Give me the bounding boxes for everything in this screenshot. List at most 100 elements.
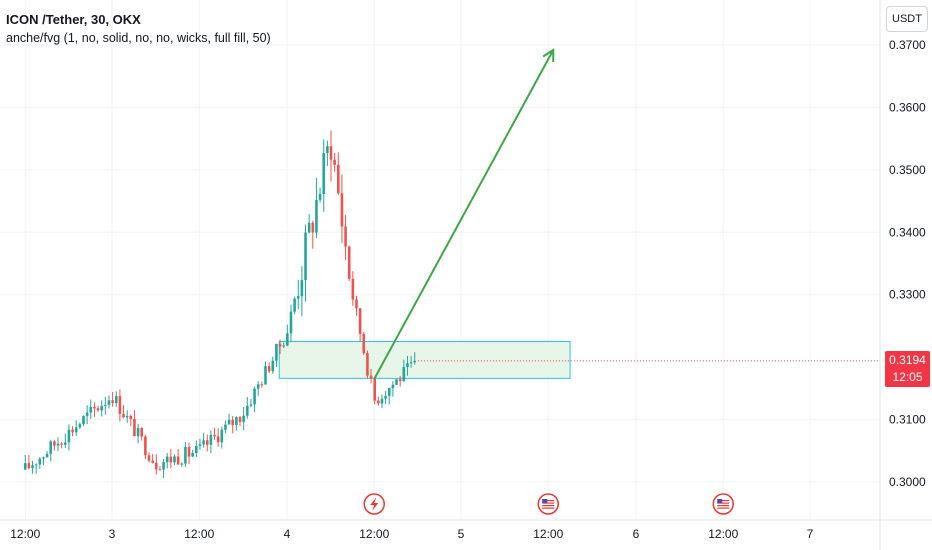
candle-body [104, 404, 107, 407]
candle-body [242, 415, 245, 422]
candle-body [74, 427, 78, 433]
fvg-zone[interactable] [278, 341, 571, 379]
candle-body [373, 378, 376, 401]
candle-body [144, 436, 147, 456]
currency-button[interactable]: USDT [886, 6, 928, 32]
bar-countdown: 12:05 [892, 370, 923, 384]
candle-body [358, 308, 362, 334]
candle-body [413, 360, 417, 363]
candle-body [202, 440, 205, 445]
symbol-title[interactable]: ICON /Tether, 30, OKX [6, 12, 141, 27]
projection-arrow-head [542, 48, 555, 62]
x-tick-label: 12:00 [184, 527, 214, 541]
candle-body [235, 417, 238, 425]
candle-body [45, 453, 49, 458]
candle-body [307, 222, 311, 233]
candle-body [366, 353, 369, 376]
y-tick-label: 0.3700 [889, 38, 926, 52]
y-tick-label: 0.3500 [889, 163, 926, 177]
candle-body [282, 345, 285, 347]
candle-body [187, 446, 191, 457]
candle-body [151, 460, 154, 463]
flag-stripe [542, 505, 555, 507]
candle-body [286, 333, 289, 346]
indicator-label[interactable]: anche/fvg (1, no, solid, no, no, wicks, … [6, 31, 271, 45]
candle-body [176, 456, 180, 465]
flag-stripe [542, 507, 555, 509]
candle-body [289, 311, 293, 334]
candle-body [118, 396, 122, 414]
y-tick-label: 0.3400 [889, 225, 926, 239]
projection-arrow-line[interactable] [373, 49, 555, 380]
candle-body [329, 146, 333, 160]
candle-body [23, 463, 27, 470]
candle-body [391, 384, 395, 389]
lightning-glyph [370, 497, 379, 511]
candle-body [31, 465, 34, 469]
candle-body [34, 464, 38, 466]
candle-body [304, 232, 307, 281]
flag-stripe [542, 500, 555, 502]
candle-body [216, 436, 220, 443]
candle-body [267, 366, 271, 372]
candle-body [351, 278, 355, 300]
flag-canton [542, 499, 548, 503]
candle-body [129, 415, 133, 420]
candle-body [224, 424, 227, 430]
candle-body [231, 419, 235, 425]
flag-stripe [717, 507, 730, 509]
candle-body [238, 417, 242, 422]
candle-body [42, 457, 45, 459]
y-tick-label: 0.3100 [889, 413, 926, 427]
candle-body [111, 400, 114, 404]
last-price-tag: 0.3194 12:05 [885, 351, 930, 387]
candle-body [347, 246, 351, 279]
candle-body [63, 442, 67, 445]
candle-body [67, 429, 71, 443]
candle-body [384, 395, 387, 399]
candle-body [209, 434, 213, 445]
candle-body [227, 419, 231, 425]
candle-body [398, 379, 402, 382]
candle-body [158, 469, 162, 471]
candle-body [293, 298, 296, 312]
candle-body [100, 406, 103, 411]
flag-stripe [717, 502, 730, 504]
candle-body [198, 444, 202, 446]
candle-body [220, 429, 224, 443]
candle-body [169, 456, 173, 463]
candle-body [326, 146, 329, 154]
candle-body [71, 429, 74, 433]
candle-body [322, 153, 326, 195]
candle-body [395, 379, 398, 385]
candle-body [165, 456, 169, 463]
flag-stripe [717, 500, 730, 502]
x-tick-label: 12:00 [359, 527, 389, 541]
candle-body [256, 384, 260, 389]
us-flag-icon[interactable] [537, 493, 559, 515]
candle-body [125, 415, 129, 418]
chart-header: ICON /Tether, 30, OKX anche/fvg (1, no, … [6, 10, 271, 48]
candle-body [162, 462, 165, 470]
last-price-value: 0.3194 [889, 353, 926, 367]
candle-body [85, 412, 89, 417]
flag-canton [717, 499, 723, 503]
candle-body [114, 396, 118, 404]
us-flag-icon[interactable] [712, 493, 734, 515]
candle-body [344, 226, 347, 247]
x-tick-label: 3 [109, 527, 116, 541]
candle-body [333, 159, 336, 165]
x-tick-label: 5 [458, 527, 465, 541]
candle-body [27, 463, 31, 469]
candle-body [82, 416, 85, 425]
candle-body [191, 453, 194, 457]
candle-body [107, 400, 111, 405]
candle-body [336, 164, 340, 194]
candle-body [300, 280, 304, 297]
candle-body [369, 375, 373, 379]
candle-body [245, 405, 249, 416]
candle-body [195, 445, 198, 454]
candle-body [315, 199, 318, 233]
